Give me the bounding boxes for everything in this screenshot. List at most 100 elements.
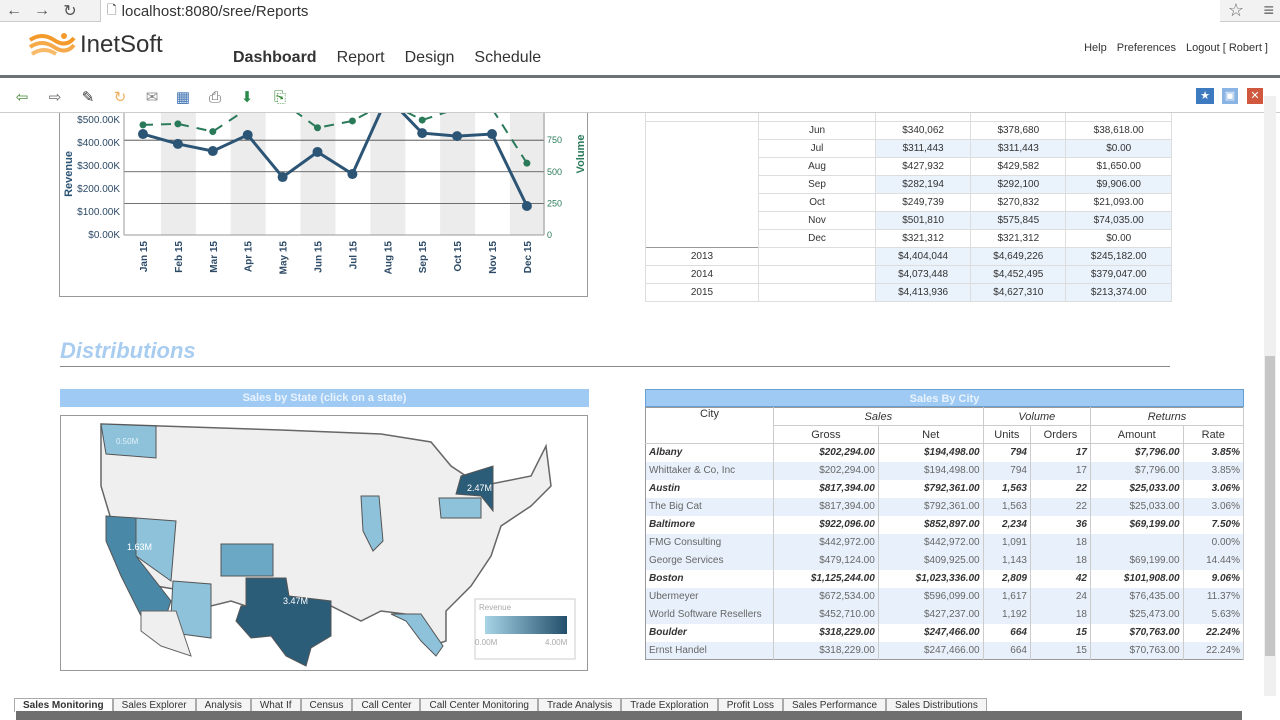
table-row[interactable]: Whittaker & Co, Inc $202,294.00 $194,498.0… [645, 461, 1245, 480]
cell-gross: $318,229.00 [773, 623, 879, 642]
header-city[interactable]: City [645, 407, 774, 444]
revenue-point[interactable] [487, 129, 497, 140]
map-state-il[interactable] [360, 495, 384, 552]
table-row[interactable]: Austin $817,394.00 $792,361.00 1,563 22 $25,0… [645, 479, 1245, 498]
email-icon[interactable]: ✉ [145, 89, 159, 106]
forward-icon[interactable]: ⇨ [48, 89, 62, 106]
table-row[interactable]: The Big Cat $817,394.00 $792,361.00 1,563 22… [645, 497, 1245, 516]
tab-trade-exploration[interactable]: Trade Exploration [621, 698, 718, 712]
refresh-icon[interactable]: ↻ [113, 89, 127, 106]
table-row[interactable]: Ubermeyer $672,534.00 $596,099.00 1,617 24 $7… [645, 587, 1245, 606]
map-state-nv[interactable] [135, 517, 177, 582]
link-1[interactable]: Preferences [1116, 42, 1177, 54]
maximize-icon[interactable]: ▣ [1222, 88, 1238, 104]
export-icon[interactable]: ⬇ [240, 89, 254, 106]
nav-dashboard[interactable]: Dashboard [233, 49, 317, 66]
nav-report[interactable]: Report [336, 49, 385, 66]
back-icon[interactable]: ⇦ [15, 89, 29, 106]
header-orders[interactable]: Orders [1030, 425, 1092, 444]
cell-gross: $817,394.00 [773, 497, 879, 516]
revenue-point[interactable] [277, 172, 288, 183]
tab-trade-analysis[interactable]: Trade Analysis [537, 698, 622, 712]
edit-icon[interactable]: ✎ [81, 89, 95, 106]
tab-call-center-monitoring[interactable]: Call Center Monitoring [420, 698, 538, 712]
map-state-tx[interactable] [235, 577, 332, 667]
horizontal-scrollbar[interactable] [16, 711, 1242, 720]
map-state-ak[interactable] [140, 610, 192, 657]
link-0[interactable]: Help [1084, 42, 1107, 54]
table-cell [758, 113, 876, 122]
link-2[interactable]: Logout [ Robert ] [1186, 42, 1268, 54]
reload-icon[interactable]: ↻ [63, 2, 77, 20]
revenue-point[interactable] [242, 129, 253, 140]
map-state-pa[interactable] [438, 497, 482, 519]
tab-call-center[interactable]: Call Center [352, 698, 421, 712]
tab-sales-monitoring[interactable]: Sales Monitoring [14, 698, 113, 712]
volume-point[interactable] [209, 128, 217, 136]
header-rate[interactable]: Rate [1183, 425, 1245, 444]
close-icon[interactable]: ✕ [1247, 88, 1263, 104]
revenue-point[interactable] [347, 169, 358, 180]
volume-point[interactable] [139, 121, 147, 129]
table-row[interactable]: Albany $202,294.00 $194,498.00 794 17 $7,796.… [645, 443, 1245, 462]
import-icon[interactable]: ⎘ [273, 89, 286, 106]
map-state-fl[interactable] [390, 613, 444, 657]
bookmark-star-icon[interactable]: ☆ [1227, 0, 1244, 20]
table-row[interactable]: Boston $1,125,244.00 $1,023,336.00 2,809 42 $… [645, 569, 1245, 588]
map-state-ny[interactable] [455, 465, 494, 513]
cell-rate: 5.63% [1183, 605, 1245, 624]
nav-schedule[interactable]: Schedule [474, 49, 542, 66]
revenue-point[interactable] [521, 201, 532, 212]
tab-analysis[interactable]: Analysis [195, 698, 251, 712]
tab-profit-loss[interactable]: Profit Loss [717, 698, 783, 712]
revenue-point[interactable] [452, 131, 463, 142]
header-gross[interactable]: Gross [773, 425, 879, 444]
volume-point[interactable] [348, 117, 356, 125]
revenue-point[interactable] [207, 146, 218, 157]
month-cell: Sep [758, 174, 876, 194]
cell-rate: 3.06% [1183, 497, 1245, 516]
cell-orders: 22 [1030, 479, 1092, 498]
map-state-az[interactable] [170, 580, 212, 639]
cell-units: 664 [983, 641, 1031, 660]
revenue-volume-chart[interactable]: $0.00K $100.00K $200.00K $300.00K $400.00K $5… [59, 113, 588, 297]
y2-tick-label: 500 [547, 167, 562, 177]
volume-point[interactable] [418, 116, 426, 124]
revenue-point[interactable] [312, 146, 323, 157]
menu-icon[interactable]: ≡ [1263, 0, 1274, 20]
table-row[interactable]: Ernst Handel $318,229.00 $247,466.00 664 15 $… [645, 641, 1245, 660]
forward-icon[interactable]: → [34, 1, 50, 19]
print-icon[interactable]: ⎙ [208, 89, 221, 106]
revenue-point[interactable] [417, 128, 428, 139]
schedule-icon[interactable]: ▦ [175, 89, 191, 106]
vertical-scrollbar[interactable] [1264, 96, 1276, 696]
nav-design[interactable]: Design [404, 49, 455, 66]
map-state-wa[interactable] [100, 423, 157, 459]
table-row[interactable]: FMG Consulting $442,972.00 $442,972.00 1,09… [645, 533, 1245, 552]
cell-net: $247,466.00 [878, 641, 984, 660]
tab-sales-distributions[interactable]: Sales Distributions [886, 698, 987, 712]
address-bar[interactable]: 🗋 localhost:8080/sree/Reports [100, 0, 1220, 22]
map-state-co[interactable] [220, 543, 274, 577]
table-row[interactable]: Baltimore $922,096.00 $852,897.00 2,234 36 $6… [645, 515, 1245, 534]
tab-sales-performance[interactable]: Sales Performance [783, 698, 887, 712]
volume-point[interactable] [523, 159, 531, 167]
header-net[interactable]: Net [878, 425, 984, 444]
table-row[interactable]: George Services $479,124.00 $409,925.00 1,1… [645, 551, 1245, 570]
sales-by-state-map[interactable]: 1.63M 3.47M 2.47M 0.50M Revenue 0.00M 4.… [60, 415, 588, 671]
scrollbar-thumb[interactable] [1265, 356, 1275, 656]
bookmark-icon[interactable]: ★ [1196, 88, 1214, 104]
volume-point[interactable] [174, 120, 182, 128]
header-amount[interactable]: Amount [1090, 425, 1184, 444]
tab-census[interactable]: Census [300, 698, 353, 712]
header-units[interactable]: Units [983, 425, 1031, 444]
back-icon[interactable]: ← [6, 1, 22, 19]
revenue-point[interactable] [138, 129, 148, 140]
table-row: Oct $249,739 $270,832 $21,093.00 [645, 192, 1172, 212]
volume-point[interactable] [314, 124, 321, 132]
revenue-point[interactable] [172, 138, 183, 149]
table-row[interactable]: Boulder $318,229.00 $247,466.00 664 15 $70,76… [645, 623, 1245, 642]
tab-sales-explorer[interactable]: Sales Explorer [112, 698, 196, 712]
table-row[interactable]: World Software Resellers $452,710.00 $427,… [645, 605, 1245, 624]
tab-what-if[interactable]: What If [250, 698, 301, 712]
